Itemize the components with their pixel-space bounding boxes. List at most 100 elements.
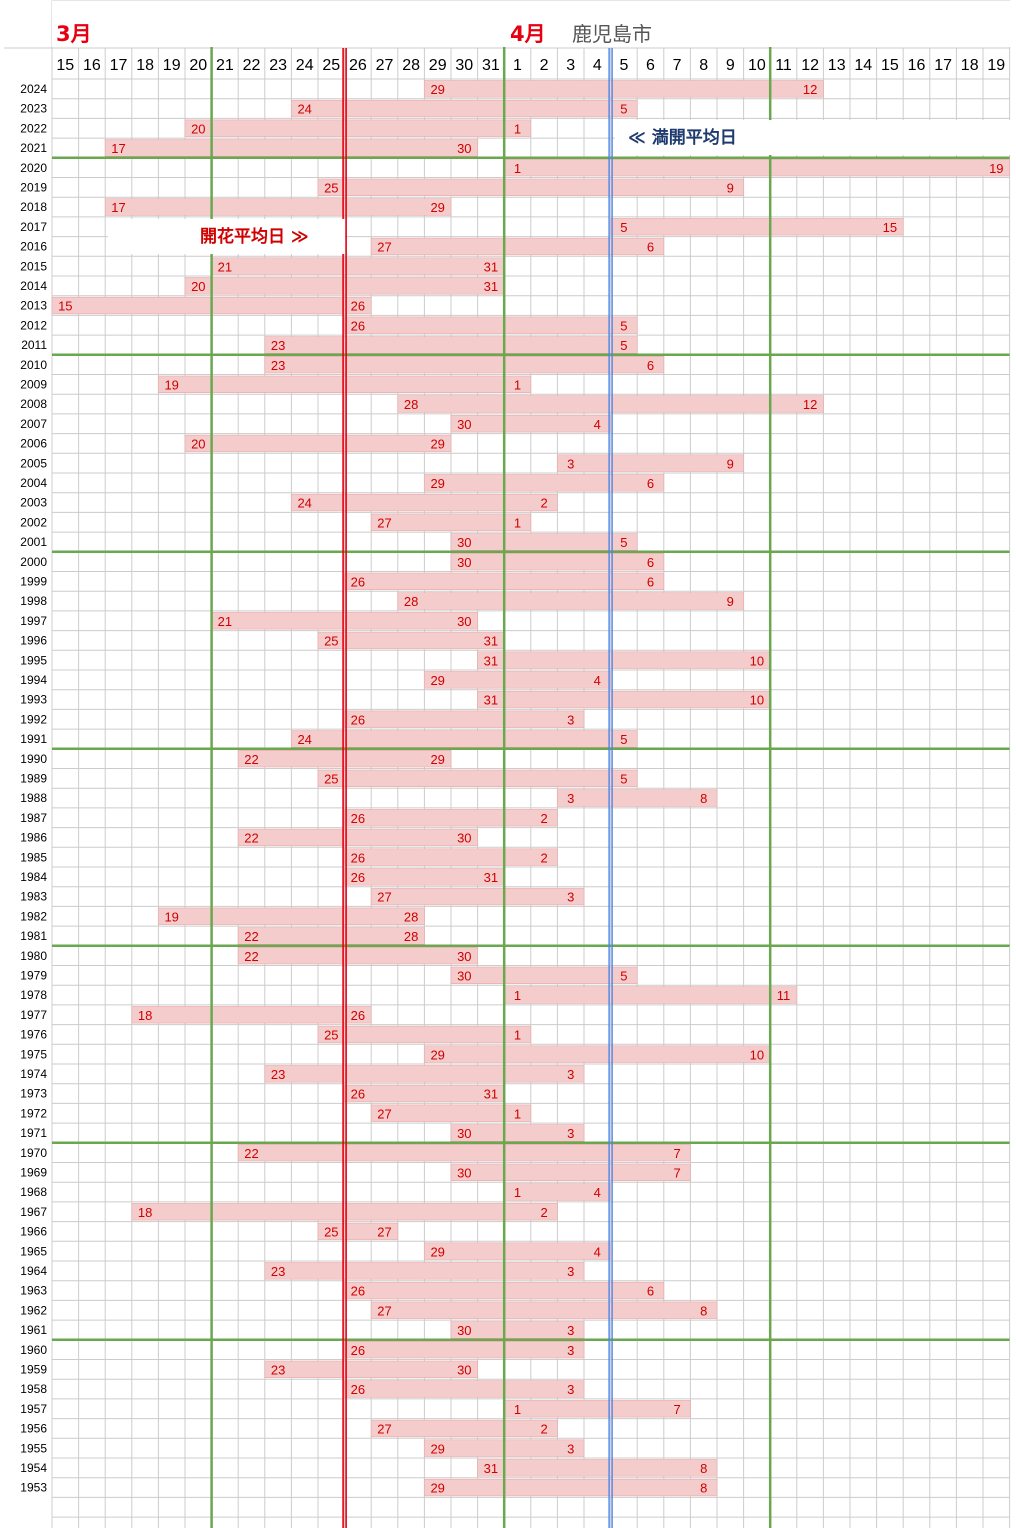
bloom-range-bar [424, 1242, 611, 1260]
full-bloom-date-label: 6 [647, 575, 654, 590]
bloom-date-label: 20 [191, 279, 205, 294]
day-tick-label: 16 [908, 57, 926, 74]
bloom-date-label: 30 [457, 555, 471, 570]
year-label: 1971 [20, 1126, 47, 1140]
day-tick-label: 7 [673, 57, 682, 74]
full-bloom-date-label: 3 [567, 1441, 574, 1456]
bloom-range-bar [264, 336, 638, 354]
year-label: 2013 [20, 299, 47, 313]
day-tick-label: 29 [429, 57, 447, 74]
bloom-date-label: 28 [404, 594, 418, 609]
header-bg [52, 1, 1013, 47]
day-tick-label: 28 [402, 57, 420, 74]
bloom-date-label: 1 [514, 988, 521, 1003]
bloom-date-label: 24 [297, 732, 311, 747]
march-label: 3月 [56, 22, 92, 46]
bloom-range-bar [424, 671, 611, 689]
day-tick-label: 21 [216, 57, 234, 74]
bloom-date-label: 29 [430, 1481, 444, 1496]
year-label: 1968 [20, 1185, 47, 1199]
bloom-range-bar [237, 749, 452, 768]
bloom-range-bar [424, 1478, 718, 1497]
bloom-date-label: 27 [377, 1106, 391, 1121]
year-label: 1986 [20, 831, 47, 845]
bloom-range-bar [557, 789, 718, 807]
bloom-range-bar [370, 1419, 558, 1438]
bloom-range-bar [450, 1163, 691, 1182]
bloom-date-label: 30 [457, 1126, 471, 1141]
bloom-date-label: 24 [297, 102, 311, 117]
bloom-date-label: 5 [620, 220, 627, 235]
year-label: 1983 [20, 890, 47, 904]
year-label: 1995 [20, 653, 47, 667]
bloom-date-label: 25 [324, 772, 338, 787]
year-label: 1958 [20, 1382, 47, 1396]
bloom-range-bar [317, 1222, 399, 1241]
year-label: 2002 [20, 515, 47, 529]
bloom-date-label: 25 [324, 181, 338, 196]
full-bloom-date-label: 1 [514, 515, 521, 530]
bloom-date-label: 17 [111, 141, 125, 156]
full-bloom-date-label: 2 [540, 1205, 547, 1220]
bloom-range-bar [264, 1262, 585, 1280]
bloom-date-label: 20 [191, 121, 205, 136]
bloom-date-label: 26 [351, 318, 365, 333]
day-tick-label: 22 [243, 57, 261, 74]
full-bloom-date-label: 8 [700, 1461, 707, 1476]
year-label: 1953 [20, 1481, 47, 1495]
bloom-date-label: 25 [324, 1225, 338, 1240]
day-tick-label: 24 [296, 57, 314, 74]
year-label: 2000 [20, 555, 47, 569]
year-label: 2010 [20, 358, 47, 372]
full-bloom-date-label: 30 [457, 949, 471, 964]
year-label: 1984 [20, 870, 47, 884]
year-label: 1988 [20, 791, 47, 805]
year-label: 2004 [20, 476, 47, 490]
bloom-range-bar [450, 966, 638, 985]
bloom-range-bar [450, 533, 638, 551]
full-bloom-date-label: 3 [567, 712, 574, 727]
year-label: 2006 [20, 437, 47, 451]
bloom-date-label: 26 [351, 712, 365, 727]
full-bloom-date-label: 4 [594, 673, 601, 688]
year-label: 2005 [20, 456, 47, 470]
year-label: 1955 [20, 1441, 47, 1455]
day-tick-label: 4 [593, 57, 602, 74]
bloom-date-label: 29 [430, 673, 444, 688]
bloom-date-label: 31 [484, 693, 498, 708]
full-bloom-date-label: 8 [700, 791, 707, 806]
bloom-date-label: 26 [351, 870, 365, 885]
bloom-date-label: 18 [138, 1205, 152, 1220]
full-bloom-date-label: 10 [750, 693, 764, 708]
bloom-date-label: 27 [377, 1422, 391, 1437]
year-label: 1991 [20, 732, 47, 746]
year-label: 2022 [20, 121, 47, 135]
bloom-date-label: 18 [138, 1008, 152, 1023]
year-label: 1973 [20, 1087, 47, 1101]
bloom-date-label: 24 [297, 496, 311, 511]
bloom-range-bar [317, 178, 744, 197]
year-label: 1964 [20, 1264, 47, 1278]
year-label: 1975 [20, 1047, 47, 1061]
full-bloom-date-label: 12 [803, 397, 817, 412]
bloom-range-bar [291, 99, 638, 118]
full-bloom-date-label: 2 [540, 850, 547, 865]
bloom-range-bar [344, 710, 585, 728]
bloom-date-label: 26 [351, 1343, 365, 1358]
full-bloom-date-label: 1 [514, 378, 521, 393]
full-bloom-date-label: 3 [567, 1382, 574, 1397]
bloom-date-label: 26 [351, 1284, 365, 1299]
year-label: 1981 [20, 929, 47, 943]
year-label: 1970 [20, 1146, 47, 1160]
day-tick-label: 30 [455, 57, 473, 74]
year-label: 1962 [20, 1303, 47, 1317]
full-bloom-date-label: 29 [430, 437, 444, 452]
full-bloom-date-label: 26 [351, 299, 365, 314]
year-label: 1993 [20, 693, 47, 707]
full-bloom-date-label: 9 [727, 181, 734, 196]
day-tick-label: 9 [726, 57, 735, 74]
year-label: 2024 [20, 82, 47, 96]
bloom-range-bar [370, 887, 585, 906]
bloom-date-label: 19 [164, 378, 178, 393]
